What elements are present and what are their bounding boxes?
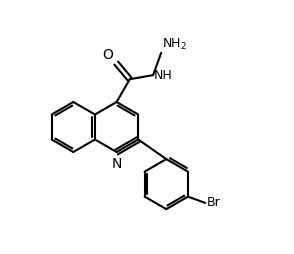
- Text: NH$_2$: NH$_2$: [162, 36, 187, 52]
- Text: Br: Br: [207, 196, 220, 209]
- Text: N: N: [111, 157, 122, 171]
- Text: NH: NH: [154, 69, 173, 82]
- Text: O: O: [102, 48, 113, 62]
